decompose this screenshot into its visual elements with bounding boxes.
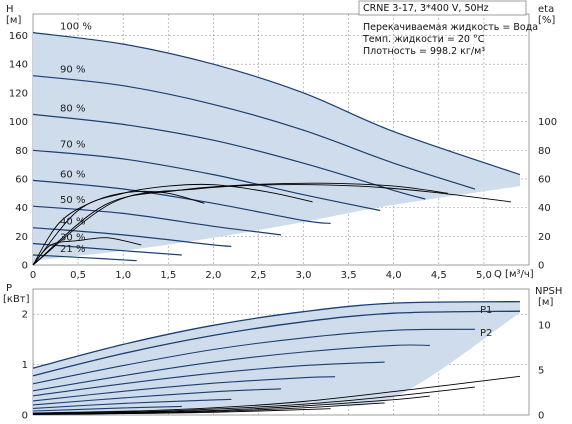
h-tick-label: 40 [15,203,28,214]
q-tick-label: 0 [30,270,36,281]
npsh-axis-unit: [м] [538,297,553,308]
h-tick-label: 60 [15,174,28,185]
q-tick-label: 2,0 [205,270,221,281]
q-tick-label: 0,5 [70,270,86,281]
power-curve [32,376,336,402]
head-region-area [33,32,520,261]
power-curve [32,328,475,385]
p-axis-unit: [кВт] [3,294,30,305]
head-curve [32,32,521,176]
speed-label: 100 % [60,22,92,33]
eta-tick-label: 40 [538,203,551,214]
eta-curve [32,182,448,266]
speed-percent-labels: 100 % 90 % 80 % 70 % 60 % 50 % 40 % 30 %21 % [60,22,92,255]
npsh-tick-label: 0 [538,411,544,422]
h-tick-label: 100 [9,117,28,128]
power-curve [32,405,182,412]
q-tick-label: 4,0 [386,270,402,281]
h-axis-label: H [6,4,14,15]
q-tick-label: 1,0 [115,270,131,281]
head-curve [32,205,282,236]
power-plot-frame [32,288,530,416]
chart-title: CRNE 3-17, 3*400 V, 50Hz [363,3,489,14]
speed-label: 90 % [60,65,85,76]
h-tick-label: 160 [9,31,28,42]
eta-axis-label: eta [538,4,554,15]
h-tick-label: 140 [9,60,28,71]
p1-curve [32,300,521,369]
npsh-axis-label: NPSH [535,286,562,297]
p-tick-label: 0 [22,411,28,422]
speed-label: 70 % [60,139,85,150]
h-tick-label: 20 [15,232,28,243]
efficiency-curves [32,182,512,266]
title-box [358,0,527,16]
p-axis-label: P [6,283,12,294]
head-curve [32,179,331,224]
p-tick-label: 1 [22,360,28,371]
info-temperature: Темп. жидкости = 20 °C [362,34,485,45]
eta-tick-label: 100 [538,117,557,128]
npsh-tick-label: 10 [538,321,551,332]
eta-tick-label: 60 [538,174,551,185]
q-tick-label: 2,5 [251,270,267,281]
h-tick-label: 0 [22,261,28,272]
h-axis-unit: [м] [6,15,21,26]
h-tick-label: 80 [15,146,28,157]
npsh-curve [32,375,521,414]
npsh-tick-label: 5 [538,366,544,377]
npsh-curve [32,408,331,416]
p-tick-label: 2 [22,310,28,321]
speed-label: 60 % [60,169,85,180]
npsh-curves [32,375,521,416]
head-curve [32,75,476,190]
head-curve [32,227,232,247]
speed-label: 21 % [60,244,85,255]
head-curve [32,149,381,212]
head-axis-ticks: 0 20 40 60 80 100 120 140 160 0 20 40 60 80 100 0 0,5 1,0… [9,31,557,281]
eta-tick-label: 0 [538,261,544,272]
eta-curve [32,184,512,266]
q-tick-label: 5,0 [476,270,492,281]
speed-label: 30 % [60,232,85,243]
q-tick-label: 1,5 [160,270,176,281]
h-tick-label: 120 [9,88,28,99]
eta-curve [32,183,313,266]
info-density: Плотность = 998.2 кг/м³ [363,46,485,57]
eta-curve [32,190,205,266]
eta-curve [32,237,142,266]
head-curve [32,254,137,262]
speed-label: 80 % [60,103,85,114]
p2-label: P2 [480,328,492,339]
eta-tick-label: 80 [538,146,551,157]
power-curve [32,344,430,392]
q-tick-label: 4,5 [431,270,447,281]
speed-label: 40 % [60,217,85,228]
eta-tick-label: 20 [538,232,551,243]
power-curve [32,388,282,406]
q-tick-label: 3,5 [341,270,357,281]
speed-label: 50 % [60,195,85,206]
q-tick-label: 3,0 [296,270,312,281]
p2-curve [32,310,521,377]
head-curve [32,113,426,200]
eta-axis-unit: [%] [538,15,555,26]
info-fluid: Перекачиваемая жидкость = Вода [363,22,538,33]
head-operating-region [33,32,520,261]
power-curve [32,361,385,397]
p1-label: P1 [480,305,492,316]
x-axis-label: Q [м³/ч] [494,269,534,280]
power-curve [32,398,232,409]
head-curves [32,32,521,262]
power-axis-ticks: 0 1 2 0 5 10 [22,310,551,422]
